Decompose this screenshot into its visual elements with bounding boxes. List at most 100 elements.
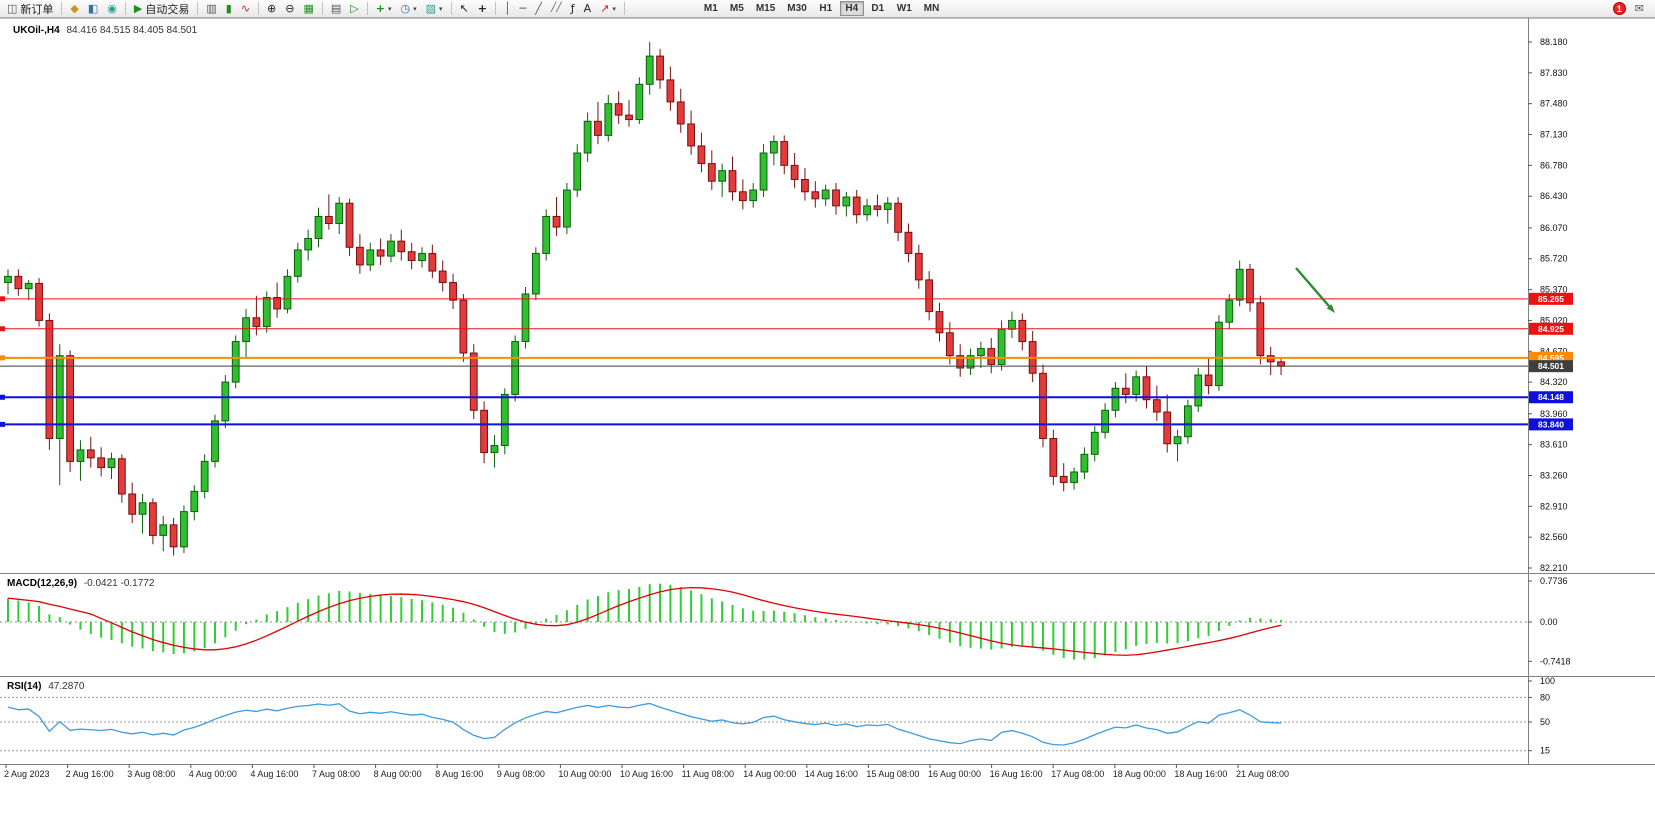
- price-axis-label: 83.260: [1540, 470, 1568, 480]
- timeframe-button-h1[interactable]: H1: [814, 1, 838, 16]
- candlestick-button[interactable]: ▮: [222, 1, 236, 17]
- autotrading-button[interactable]: ▶ 自动交易: [130, 1, 193, 17]
- candle-body: [1039, 372, 1047, 439]
- candle-body: [1121, 387, 1130, 395]
- candle-body: [221, 381, 230, 422]
- candle-body: [428, 252, 437, 272]
- text-button[interactable]: A: [580, 1, 596, 17]
- candle-body: [469, 352, 478, 411]
- new-chart-icon: +: [375, 2, 385, 15]
- mail-button[interactable]: ✉: [1631, 1, 1648, 17]
- zoom-in-button[interactable]: ⊕: [263, 1, 280, 17]
- new-chart-dropdown[interactable]: + ▾: [372, 1, 396, 17]
- vertical-line-button[interactable]: │: [500, 1, 515, 17]
- channel-icon: ╱╱: [550, 3, 562, 13]
- candle-body: [314, 215, 323, 239]
- timeframe-button-m15[interactable]: M15: [751, 1, 780, 16]
- candle-body: [1080, 453, 1089, 473]
- crosshair-button[interactable]: +: [474, 1, 491, 17]
- vertical-line-icon: │: [503, 2, 511, 15]
- channel-button[interactable]: ╱╱: [547, 1, 566, 17]
- main-toolbar: ◫ 新订单 ◆ ◧ ◉ ▶ 自动交易 ▥ ▮ ∿ ⊕: [0, 0, 1655, 18]
- rsi-line: [7, 702, 1282, 746]
- candle-body: [283, 275, 292, 310]
- notification-badge[interactable]: 1: [1612, 2, 1626, 15]
- autoscroll-button[interactable]: ▷: [346, 1, 362, 17]
- rsi-indicator-label: RSI(14) 47.2870: [7, 681, 84, 692]
- line-chart-icon: ∿: [240, 2, 251, 15]
- periods-dropdown[interactable]: ◷ ▾: [397, 1, 421, 17]
- chart-canvas[interactable]: 88.180 87.830 87.480 87.130 86.780 86.430 86.0…: [0, 18, 1655, 830]
- line-chart-button[interactable]: ∿: [237, 1, 254, 17]
- new-order-label: 新订单: [20, 3, 54, 16]
- candle-body: [449, 282, 457, 301]
- candle-body: [273, 297, 282, 310]
- toolbar-separator: [623, 2, 625, 15]
- timeframe-button-m30[interactable]: M30: [782, 1, 811, 16]
- candle-body: [293, 249, 302, 277]
- candle-body: [1132, 376, 1141, 395]
- time-axis-label: 18 Aug 16:00: [1174, 769, 1227, 779]
- candle-body: [511, 341, 520, 395]
- trendline-button[interactable]: ╱: [531, 1, 546, 17]
- candle-body: [583, 120, 592, 154]
- tile-windows-button[interactable]: ▦: [299, 1, 317, 17]
- candle-body: [873, 205, 882, 210]
- candle-body: [811, 191, 820, 200]
- new-order-button[interactable]: ◫ 新订单: [3, 1, 57, 17]
- navigator-button[interactable]: ◉: [103, 1, 121, 17]
- time-axis-label: 14 Aug 16:00: [805, 769, 858, 779]
- templates-dropdown[interactable]: ▨ ▾: [422, 1, 447, 17]
- candlestick-icon: ▮: [225, 2, 232, 15]
- cursor-button[interactable]: ↖: [456, 1, 473, 17]
- toolbar-separator: [197, 2, 199, 15]
- fibonacci-button[interactable]: ƒ: [567, 1, 579, 17]
- timeframe-button-h4[interactable]: H4: [839, 1, 864, 16]
- candle-body: [563, 189, 571, 228]
- text-icon: A: [583, 2, 592, 15]
- zoom-out-button[interactable]: ⊖: [281, 1, 298, 17]
- chart-area[interactable]: 88.180 87.830 87.480 87.130 86.780 86.430 86.0…: [0, 18, 1655, 830]
- timeframe-button-w1[interactable]: W1: [892, 1, 917, 16]
- chevron-down-icon: ▾: [439, 4, 443, 13]
- timeframe-button-d1[interactable]: D1: [866, 1, 890, 16]
- candle-body: [1049, 437, 1058, 477]
- candle-body: [1246, 268, 1254, 304]
- candle-body: [324, 215, 333, 225]
- candle-body: [1090, 431, 1099, 455]
- bar-chart-button[interactable]: ▥: [202, 1, 220, 17]
- candle-body: [987, 348, 996, 365]
- candle-body: [956, 355, 965, 369]
- candle-body: [180, 511, 188, 548]
- toolbar-right: 1 ✉: [1612, 1, 1652, 17]
- candle-body: [335, 202, 344, 225]
- crosshair-icon: +: [477, 2, 487, 15]
- candle-body: [914, 252, 923, 281]
- candle-body: [407, 251, 416, 262]
- data-window-button[interactable]: ◧: [84, 1, 102, 17]
- macd-name: MACD(12,26,9): [7, 578, 78, 589]
- price-axis-label: 86.070: [1540, 223, 1568, 233]
- timeframe-button-m5[interactable]: M5: [725, 1, 749, 16]
- candle-body: [749, 189, 758, 202]
- candle-body: [883, 202, 892, 210]
- time-axis-label: 10 Aug 00:00: [558, 769, 611, 779]
- cascade-windows-button[interactable]: ▤: [327, 1, 345, 17]
- candle-body: [1059, 475, 1068, 484]
- time-axis-label: 8 Aug 16:00: [435, 769, 483, 779]
- price-tag-83.840: [1529, 418, 1573, 431]
- candle-body: [1163, 411, 1172, 445]
- candle-body: [977, 348, 985, 357]
- periods-icon: ◷: [400, 2, 411, 15]
- macd-values: -0.0421 -0.1772: [83, 578, 155, 589]
- candle-body: [231, 341, 240, 383]
- candle-body: [904, 231, 913, 254]
- candle-body: [728, 170, 737, 193]
- arrows-dropdown[interactable]: ↗ ▾: [596, 1, 620, 17]
- horizontal-line-button[interactable]: ─: [516, 1, 531, 17]
- market-watch-button[interactable]: ◆: [66, 1, 82, 17]
- timeframe-button-m1[interactable]: M1: [699, 1, 723, 16]
- bar-chart-icon: ▥: [206, 2, 217, 15]
- timeframe-button-mn[interactable]: MN: [919, 1, 945, 16]
- trend-arrow-annotation[interactable]: [1295, 267, 1331, 307]
